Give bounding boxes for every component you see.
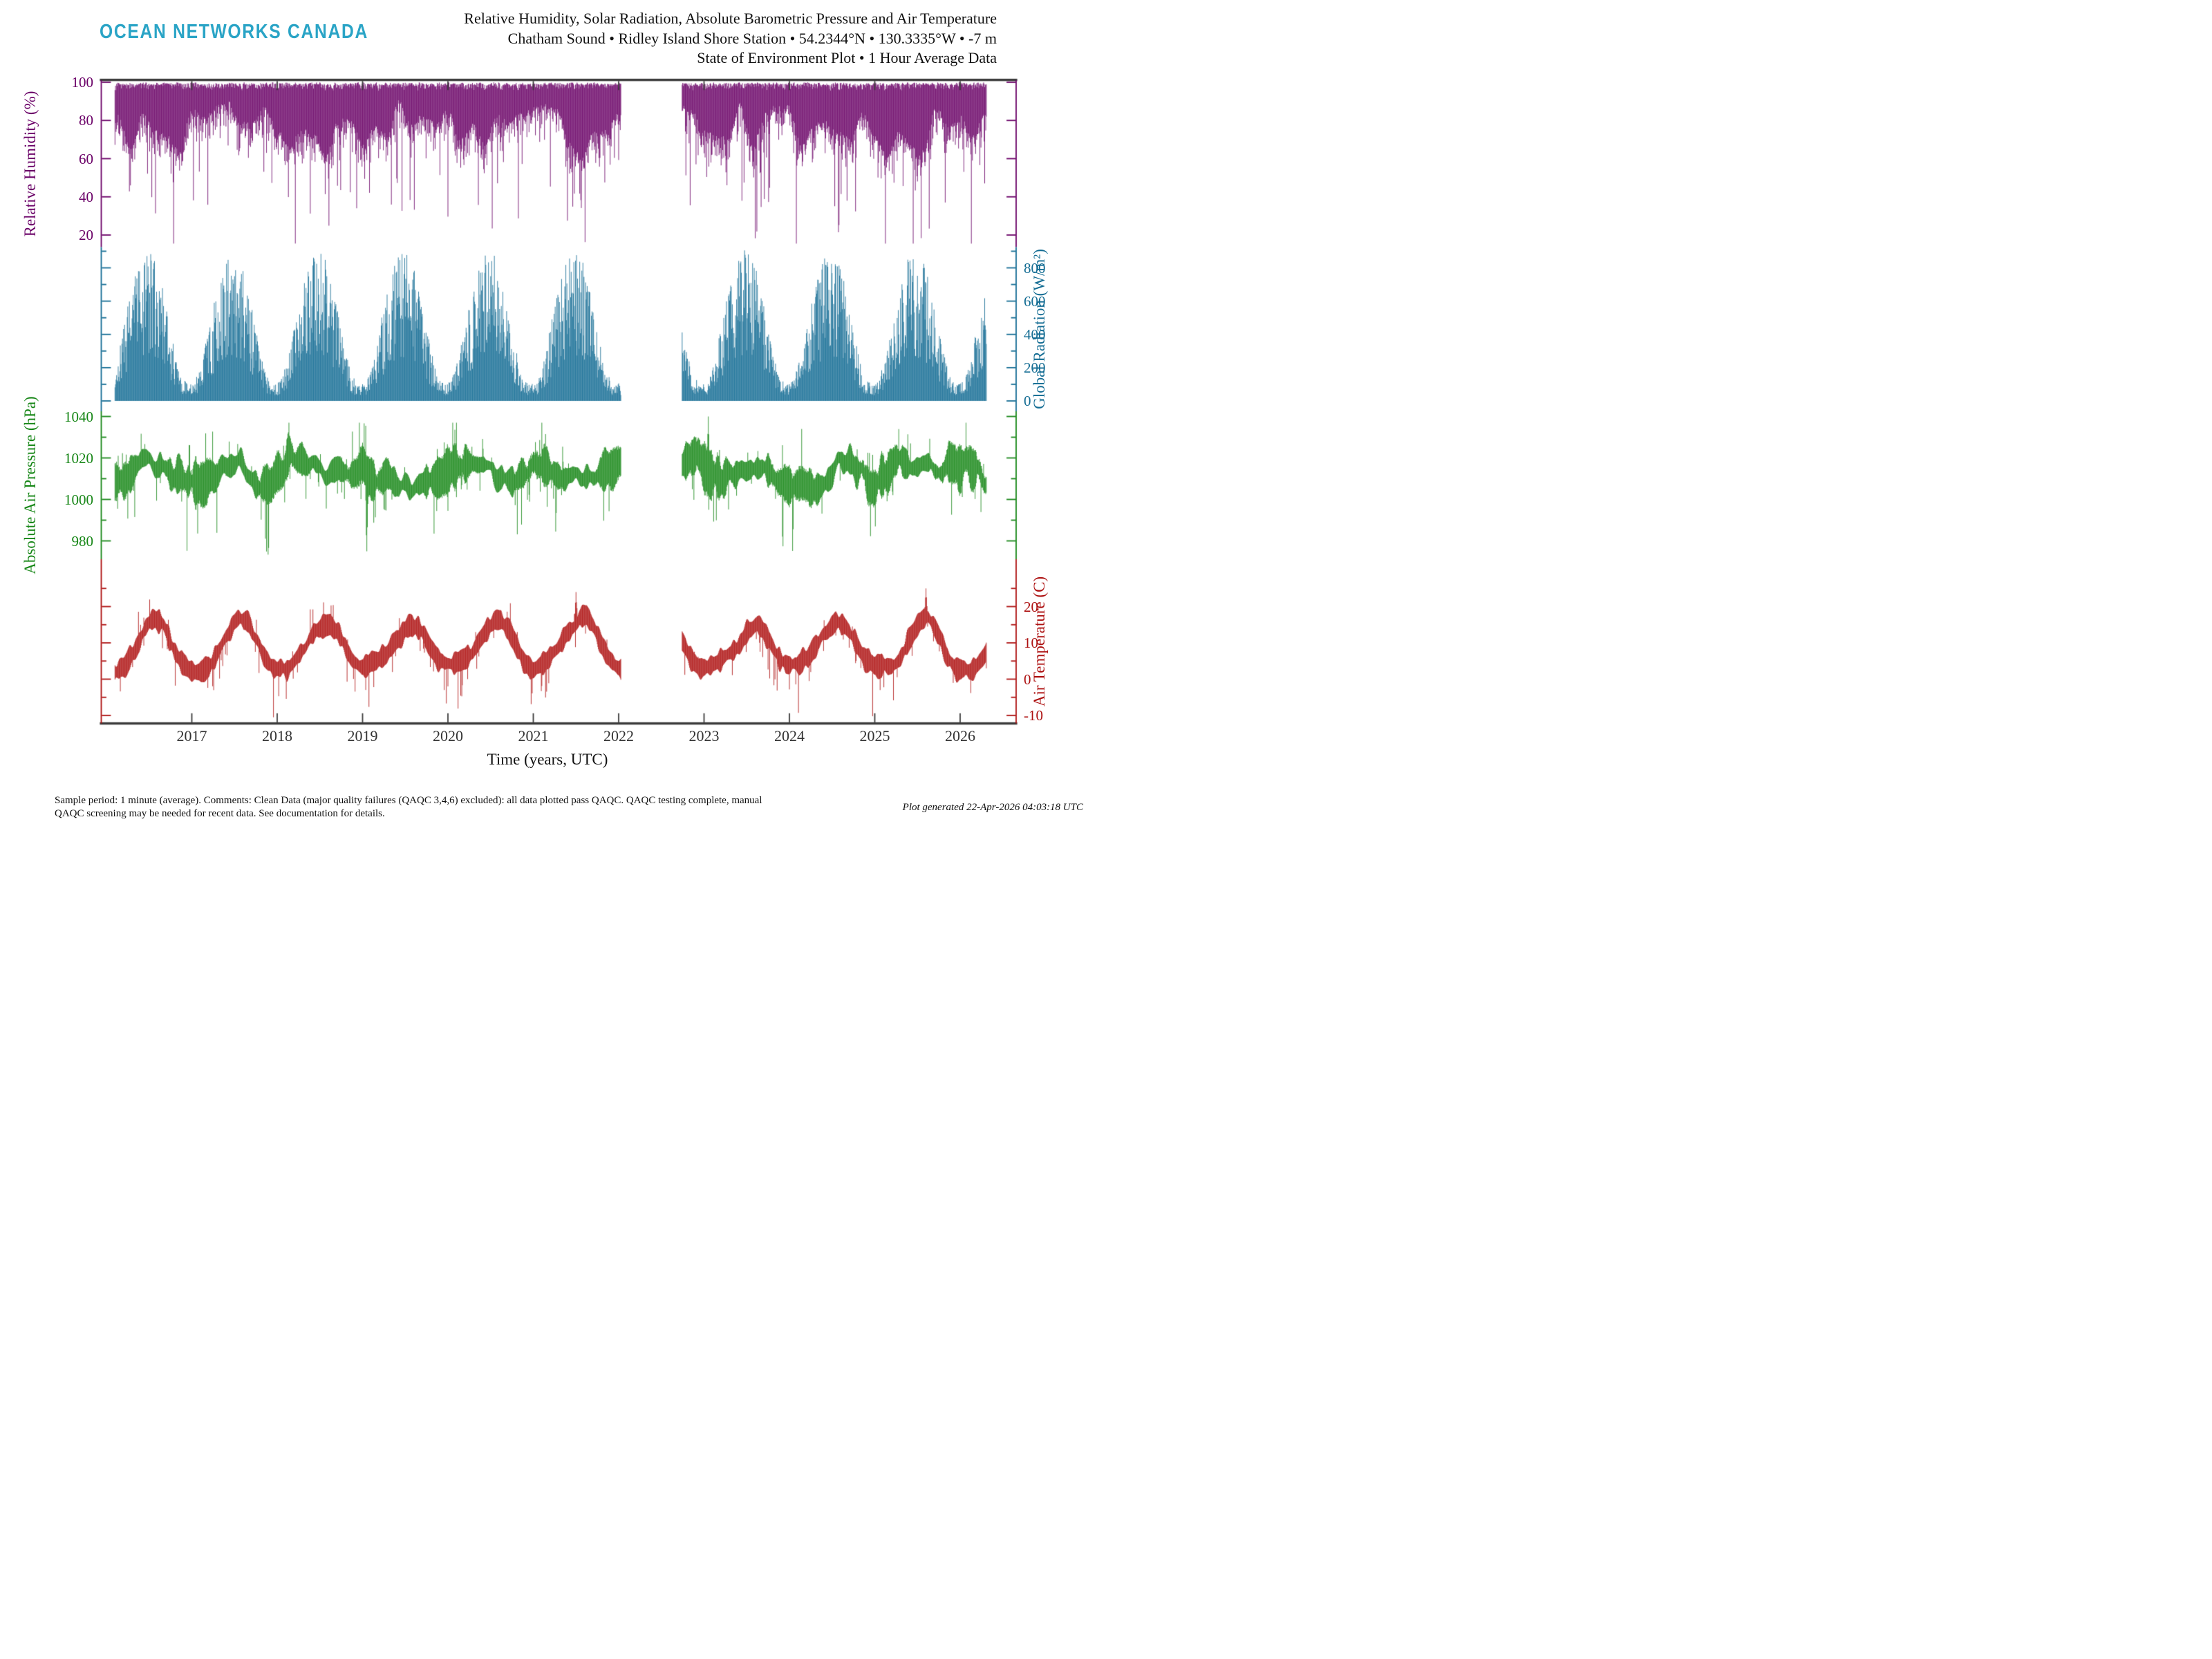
plot-title-line2: Chatham Sound • Ridley Island Shore Stat… <box>507 29 997 47</box>
ytick-label: 800 <box>1024 259 1046 276</box>
footer-comment: Sample period: 1 minute (average). Comme… <box>55 794 762 820</box>
ytick-label: 40 <box>79 188 93 205</box>
ytick-label: 20 <box>1024 598 1038 615</box>
ytick-label: 200 <box>1024 359 1046 376</box>
plot-generated-timestamp: Plot generated 22-Apr-2026 04:03:18 UTC <box>902 802 1083 813</box>
ytick-label: 10 <box>1024 635 1038 651</box>
ytick-label: 80 <box>79 112 93 129</box>
onc-logo: OCEAN NETWORKS CANADA <box>100 21 369 43</box>
ytick-label: 60 <box>79 150 93 167</box>
footer-comment-line2: QAQC screening may be needed for recent … <box>55 807 385 819</box>
ytick-label: 0 <box>1024 671 1031 688</box>
xtick-label: 2020 <box>433 727 463 744</box>
soe-plot-canvas <box>0 0 1106 830</box>
x-axis-title: Time (years, UTC) <box>487 751 608 768</box>
xtick-label: 2017 <box>176 727 207 744</box>
xtick-label: 2021 <box>518 727 549 744</box>
ytick-label: 600 <box>1024 292 1046 310</box>
xtick-label: 2022 <box>603 727 634 744</box>
xtick-label: 2026 <box>945 727 975 744</box>
ytick-label: 100 <box>71 74 94 91</box>
plot-title-line1: Relative Humidity, Solar Radiation, Abso… <box>464 10 997 27</box>
xtick-label: 2025 <box>859 727 890 744</box>
plot-title-line3: State of Environment Plot • 1 Hour Avera… <box>697 49 997 66</box>
ytick-label: -10 <box>1024 707 1043 724</box>
ytick-label: 1040 <box>64 408 93 425</box>
xtick-label: 2018 <box>262 727 292 744</box>
ytick-label: 1020 <box>64 449 93 467</box>
y-axis-label-air-pressure: Absolute Air Pressure (hPa) <box>21 396 39 574</box>
ytick-label: 980 <box>71 532 94 550</box>
ytick-label: 20 <box>79 227 93 243</box>
footer-comment-line1: Sample period: 1 minute (average). Comme… <box>55 795 762 806</box>
soe-plot-page: OCEAN NETWORKS CANADA Relative Humidity,… <box>0 0 1106 830</box>
ytick-label: 1000 <box>64 491 93 508</box>
xtick-label: 2024 <box>774 727 805 744</box>
xtick-label: 2019 <box>347 727 378 744</box>
ytick-label: 400 <box>1024 326 1046 343</box>
plot-title-block: Relative Humidity, Solar Radiation, Abso… <box>464 9 997 68</box>
xtick-label: 2023 <box>688 727 720 744</box>
y-axis-label-relative-humidity: Relative Humidity (%) <box>21 91 39 237</box>
ytick-label: 0 <box>1024 393 1031 409</box>
